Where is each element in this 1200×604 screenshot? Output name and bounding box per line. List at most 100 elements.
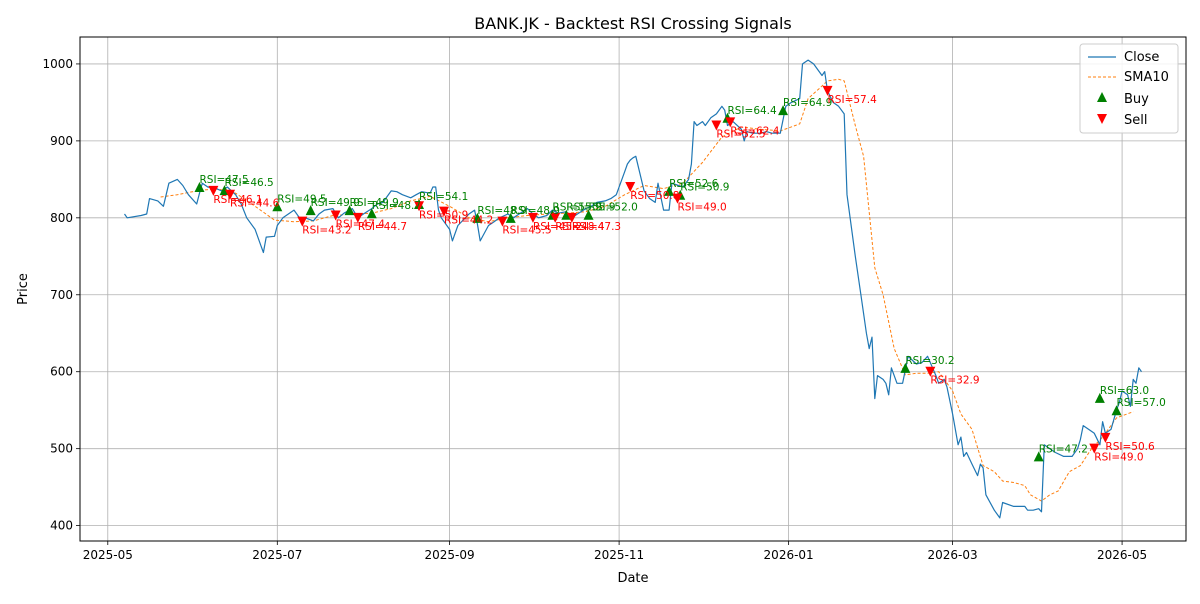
legend-sell-swatch bbox=[1097, 114, 1107, 124]
buy-marker bbox=[583, 209, 594, 220]
buy-label: RSI=64.4 bbox=[727, 105, 777, 117]
y-axis-ticks: 400 500 600 700 800 900 1000 bbox=[42, 57, 80, 533]
x-tick-label: 2025-05 bbox=[83, 548, 133, 562]
sell-label: RSI=45.2 bbox=[533, 221, 582, 233]
buy-label: RSI=46.5 bbox=[225, 177, 274, 189]
buy-label: RSI=48.7 bbox=[372, 200, 421, 212]
sell-label: RSI=50.8 bbox=[630, 190, 679, 202]
legend-sma10-label: SMA10 bbox=[1124, 70, 1169, 85]
buy-marker bbox=[272, 201, 283, 212]
buy-label: RSI=57.0 bbox=[1117, 397, 1166, 409]
buy-label: RSI=48.9 bbox=[477, 205, 526, 217]
legend: Close SMA10 Buy Sell bbox=[1079, 43, 1179, 134]
sell-label: RSI=50.6 bbox=[1105, 441, 1155, 453]
legend-box bbox=[1079, 43, 1179, 134]
sell-marker bbox=[497, 216, 508, 227]
sell-marker bbox=[711, 120, 722, 131]
sell-label: RSI=45.5 bbox=[502, 225, 551, 237]
sma10-series bbox=[160, 78, 1134, 502]
legend-sell-label: Sell bbox=[1124, 113, 1147, 128]
sell-markers bbox=[208, 85, 1111, 454]
buy-label: RSI=54.1 bbox=[419, 191, 468, 203]
buy-label: RSI=49.5 bbox=[277, 193, 326, 205]
x-tick-label: 2025-11 bbox=[594, 548, 644, 562]
legend-buy-label: Buy bbox=[1124, 92, 1149, 107]
sell-marker bbox=[566, 212, 577, 223]
buy-marker bbox=[366, 208, 377, 219]
sell-label: RSI=57.4 bbox=[828, 94, 878, 106]
chart-title: BANK.JK - Backtest RSI Crossing Signals bbox=[474, 14, 792, 33]
sell-label: RSI=47.3 bbox=[572, 221, 621, 233]
sell-marker bbox=[1100, 432, 1111, 443]
x-axis-ticks: 2025-05 2025-07 2025-09 2025-11 2026-01 2026-… bbox=[83, 541, 1147, 562]
buy-label: RSI=63.0 bbox=[1100, 385, 1149, 397]
close-series bbox=[124, 59, 1142, 519]
buy-label: RSI=55.9 bbox=[566, 202, 615, 214]
buy-label: RSI=47.5 bbox=[199, 174, 248, 186]
buy-marker bbox=[1111, 405, 1122, 416]
sell-label: RSI=44.2 bbox=[444, 215, 493, 227]
buy-marker bbox=[561, 209, 572, 220]
sell-marker bbox=[225, 189, 236, 200]
buy-label: RSI=64.9 bbox=[783, 97, 832, 109]
x-tick-label: 2026-05 bbox=[1097, 548, 1147, 562]
sell-label: RSI=47.4 bbox=[336, 219, 386, 231]
sell-label: RSI=46.1 bbox=[213, 194, 262, 206]
buy-marker bbox=[505, 212, 516, 223]
sell-label: RSI=49.0 bbox=[1094, 452, 1143, 464]
y-axis-label: Price bbox=[16, 273, 31, 305]
sell-marker bbox=[414, 201, 425, 212]
x-axis-label: Date bbox=[617, 571, 648, 586]
sell-label: RSI=44.6 bbox=[230, 198, 280, 210]
buy-marker bbox=[664, 185, 675, 196]
sell-marker bbox=[527, 212, 538, 223]
buy-marker bbox=[344, 205, 355, 216]
sell-marker bbox=[1089, 443, 1100, 454]
buy-marker bbox=[305, 205, 316, 216]
y-tick-label: 600 bbox=[50, 365, 73, 379]
sell-marker bbox=[208, 185, 219, 196]
sma10-line bbox=[160, 78, 1134, 502]
legend-close-label: Close bbox=[1124, 50, 1159, 65]
y-tick-label: 500 bbox=[50, 442, 73, 456]
buy-label: RSI=52.0 bbox=[589, 202, 638, 214]
buy-annotations: RSI=47.5RSI=46.5RSI=49.5RSI=49.9RSI=49.9… bbox=[199, 97, 1165, 455]
sell-marker bbox=[725, 117, 736, 128]
grid-lines bbox=[80, 37, 1186, 541]
buy-marker bbox=[472, 212, 483, 223]
buy-marker bbox=[1094, 392, 1105, 403]
sell-marker bbox=[550, 212, 561, 223]
buy-marker bbox=[1033, 451, 1044, 462]
sell-marker bbox=[352, 212, 363, 223]
sell-label: RSI=43.2 bbox=[302, 225, 351, 237]
sell-marker bbox=[625, 182, 636, 193]
buy-label: RSI=49.9 bbox=[311, 197, 360, 209]
sell-label: RSI=50.9 bbox=[419, 209, 468, 221]
y-tick-label: 800 bbox=[50, 211, 73, 225]
sell-label: RSI=44.7 bbox=[358, 221, 407, 233]
sell-marker bbox=[330, 210, 341, 221]
buy-label: RSI=55.9 bbox=[552, 202, 601, 214]
buy-label: RSI=52.6 bbox=[669, 178, 719, 190]
buy-marker bbox=[194, 182, 205, 193]
sell-marker bbox=[439, 206, 450, 217]
buy-marker bbox=[778, 105, 789, 116]
buy-label: RSI=48.9 bbox=[511, 205, 560, 217]
buy-label: RSI=50.9 bbox=[680, 182, 729, 194]
sell-marker bbox=[672, 193, 683, 204]
buy-marker bbox=[900, 362, 911, 373]
x-tick-label: 2025-09 bbox=[425, 548, 475, 562]
buy-label: RSI=47.2 bbox=[1039, 443, 1088, 455]
sell-marker bbox=[822, 85, 833, 96]
sell-label: RSI=48.4 bbox=[555, 221, 605, 233]
x-tick-label: 2026-01 bbox=[764, 548, 814, 562]
y-tick-label: 400 bbox=[50, 519, 73, 533]
buy-label: RSI=30.2 bbox=[905, 355, 954, 367]
sell-label: RSI=49.0 bbox=[677, 202, 726, 214]
sell-label: RSI=52.5 bbox=[716, 128, 765, 140]
y-tick-label: 900 bbox=[50, 134, 73, 148]
